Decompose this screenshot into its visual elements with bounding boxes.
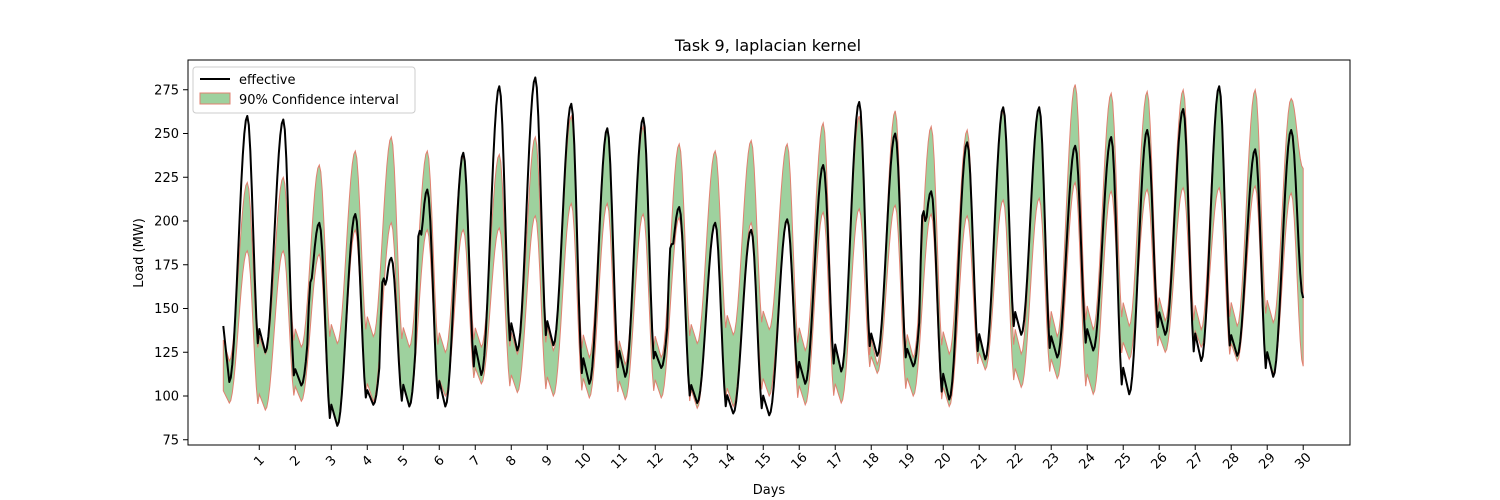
effective-line bbox=[222, 76, 1305, 427]
y-tick-label: 125 bbox=[154, 346, 179, 361]
y-tick-label: 175 bbox=[154, 258, 179, 273]
plot-area bbox=[222, 76, 1305, 427]
legend-box bbox=[192, 66, 416, 114]
y-tick-label: 75 bbox=[162, 433, 179, 448]
legend-effective-label: effective bbox=[239, 73, 296, 88]
chart-title: Task 9, laplacian kernel bbox=[674, 36, 861, 55]
y-tick-label: 225 bbox=[154, 171, 179, 186]
y-tick-label: 275 bbox=[154, 83, 179, 98]
legend: effective 90% Confidence interval bbox=[192, 66, 416, 114]
y-tick-label: 200 bbox=[154, 215, 179, 230]
legend-confidence-swatch bbox=[199, 92, 231, 105]
y-tick-label: 100 bbox=[154, 390, 179, 405]
x-axis-label: Days bbox=[753, 483, 786, 498]
y-tick-label: 150 bbox=[154, 302, 179, 317]
y-axis-label: Load (MW) bbox=[132, 218, 147, 288]
legend-confidence-label: 90% Confidence interval bbox=[239, 93, 399, 108]
y-axis: 75 100 125 150 175 200 225 250 275 bbox=[154, 83, 188, 448]
plot-frame bbox=[187, 59, 1351, 446]
y-tick-label: 250 bbox=[154, 127, 179, 142]
